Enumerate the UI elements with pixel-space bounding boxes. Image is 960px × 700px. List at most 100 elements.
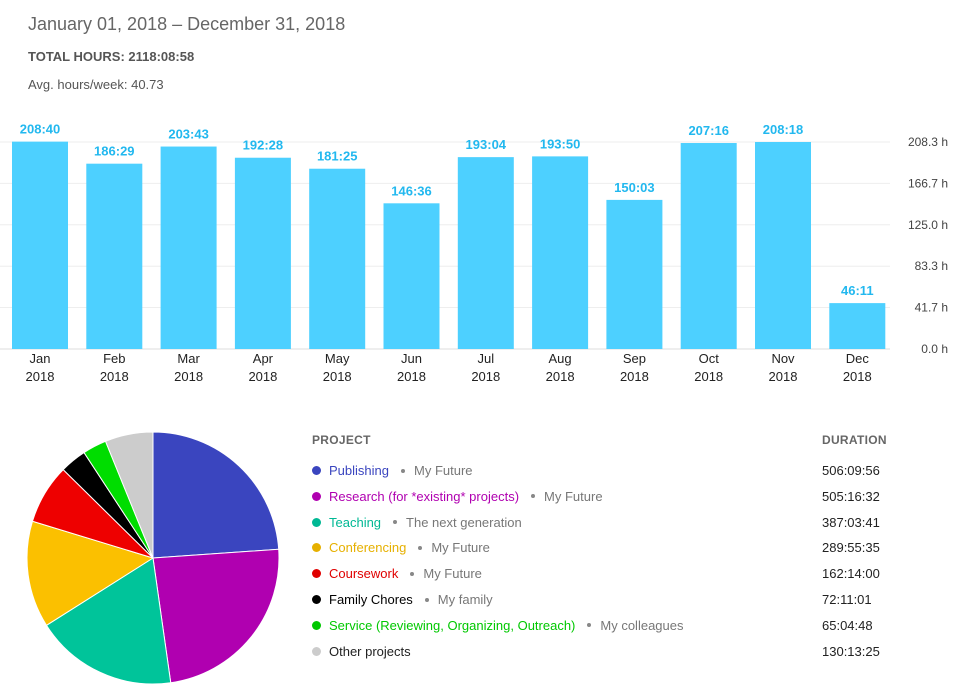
bar[interactable] [86,163,143,349]
bar[interactable] [234,157,291,349]
pie-slice[interactable] [104,431,154,559]
x-tick-label: May [325,351,350,366]
legend-row[interactable]: Service (Reviewing, Organizing, Outreach… [312,613,932,639]
color-dot-icon [312,595,321,605]
bar[interactable] [160,146,217,349]
bar[interactable] [383,203,440,349]
date-range: January 01, 2018 – December 31, 2018 [28,14,346,34]
project-duration: 506:09:56 [822,463,880,478]
color-dot-icon [312,569,321,579]
project-name: Publishing [329,463,389,478]
x-tick-label: 2018 [471,369,500,384]
x-tick-label: Aug [549,351,572,366]
separator-dot-icon [531,494,536,499]
x-tick-label: Mar [177,351,200,366]
y-tick-label: 208.3 h [908,135,948,149]
separator-dot-icon [393,520,398,525]
pie-slice[interactable] [26,520,155,627]
client-name: My family [437,591,493,607]
bar-value-label: 181:25 [317,149,357,164]
x-tick-label: Nov [771,351,795,366]
color-dot-icon [312,646,321,656]
x-tick-label: Apr [253,351,274,366]
project-legend: Publishing My Future 506:09:56 Research (fo… [312,458,932,664]
x-tick-label: Jan [30,351,51,366]
bar-value-label: 207:16 [688,123,728,138]
project-name: Conferencing [329,540,407,556]
project-name: Teaching [329,514,382,530]
y-tick-label: 41.7 h [915,301,948,315]
avg-hours-per-week: Avg. hours/week: 40.73 [28,77,164,92]
project-duration: 505:16:32 [822,488,880,504]
bar[interactable] [457,157,514,349]
bar[interactable] [680,143,737,349]
y-tick-label: 125.0 h [908,218,948,232]
pie-slice[interactable] [152,431,280,559]
legend-row[interactable]: Conferencing My Future 289:55:35 [312,535,932,561]
x-tick-label: 2018 [397,369,426,384]
separator-dot-icon [424,597,429,602]
bar-value-label: 146:36 [391,183,431,198]
client-name: My Future [544,488,603,504]
client-name: The next generation [406,514,522,530]
project-column-header: PROJECT [312,433,371,447]
bar[interactable] [829,303,886,349]
bar-value-label: 150:03 [614,180,654,195]
project-name: Coursework [329,566,399,582]
project-name: Service (Reviewing, Organizing, Outreach… [329,617,576,633]
pie-slice[interactable] [45,557,172,685]
x-tick-label: 2018 [248,369,277,384]
x-tick-label: Oct [699,351,720,366]
monthly-bar-chart: 0.0 h 41.7 h 83.3 h 125.0 h 166.7 h 208.3 h 20… [0,122,948,384]
legend-row[interactable]: Coursework My Future 162:14:00 [312,561,932,587]
x-tick-label: 2018 [323,369,352,384]
duration-column-header: DURATION [822,433,887,447]
project-duration: 162:14:00 [822,566,880,582]
project-name: Other projects [329,643,411,659]
total-hours: TOTAL HOURS: 2118:08:58 [28,49,195,64]
x-tick-label: Jul [477,351,494,366]
client-name: My Future [423,566,482,582]
bar[interactable] [755,142,811,349]
separator-dot-icon [401,468,405,473]
legend-row[interactable]: Research (for *existing* projects) My Fut… [312,484,932,510]
pie-slice[interactable] [152,548,280,684]
bar-value-label: 193:50 [540,136,580,151]
separator-dot-icon [418,545,423,550]
y-tick-label: 83.3 h [915,259,948,273]
project-pie-chart [26,431,280,685]
x-tick-label: Dec [846,351,870,366]
x-tick-label: 2018 [843,369,872,384]
project-name: Family Chores [329,591,413,607]
project-duration: 387:03:41 [822,514,880,530]
project-name: Research (for *existing* projects) [329,488,520,504]
x-tick-label: 2018 [100,369,129,384]
y-tick-label: 0.0 h [921,342,948,356]
legend-row[interactable]: Publishing My Future 506:09:56 [312,458,932,484]
bar[interactable] [309,168,366,349]
y-tick-label: 166.7 h [908,176,948,190]
legend-row[interactable]: Family Chores My family 72:11:01 [312,587,932,613]
bar[interactable] [532,156,589,349]
client-name: My colleagues [600,617,684,633]
bar-value-label: 208:40 [20,122,60,137]
bar[interactable] [12,141,68,349]
x-tick-label: Feb [103,351,125,366]
bar-value-label: 203:43 [168,127,208,142]
color-dot-icon [312,620,321,630]
legend-row[interactable]: Other projects 130:13:25 [312,639,932,665]
bar[interactable] [606,199,663,349]
separator-dot-icon [410,571,415,576]
legend-row[interactable]: Teaching The next generation 387:03:41 [312,510,932,536]
bar-value-label: 193:04 [466,137,507,152]
x-tick-label: 2018 [174,369,203,384]
project-duration: 72:11:01 [822,591,872,607]
project-duration: 289:55:35 [822,540,880,556]
bar-value-label: 192:28 [243,138,283,153]
client-name: My Future [414,463,473,478]
x-tick-label: 2018 [546,369,575,384]
x-tick-label: 2018 [26,369,55,384]
bar-value-label: 46:11 [841,283,874,298]
x-tick-label: Jun [401,351,422,366]
x-tick-label: 2018 [620,369,649,384]
